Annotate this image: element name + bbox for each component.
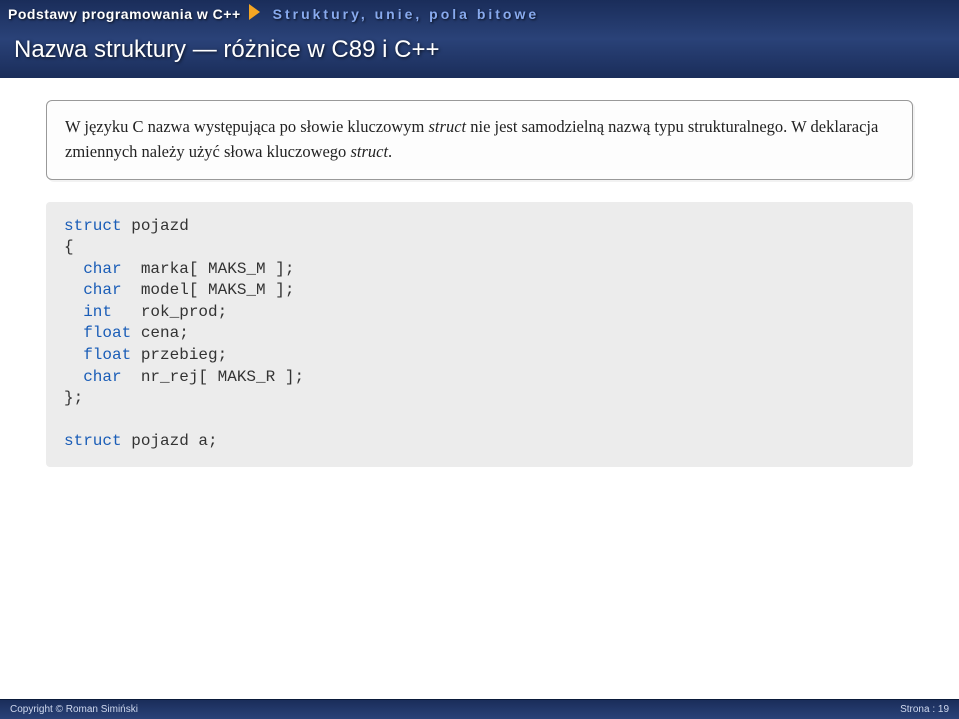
- code-txt: model[ MAKS_M ];: [122, 281, 295, 299]
- slide-footer: Copyright © Roman Simiński Strona : 19: [0, 699, 959, 719]
- info-part1: W języku C nazwa występująca po słowie k…: [65, 117, 429, 136]
- code-kw: char: [83, 281, 121, 299]
- code-line: float cena;: [64, 323, 895, 345]
- slide-title: Nazwa struktury — różnice w C89 i C++: [0, 28, 959, 64]
- info-kw2: struct: [350, 142, 388, 161]
- code-line: char marka[ MAKS_M ];: [64, 259, 895, 281]
- info-text: W języku C nazwa występująca po słowie k…: [65, 115, 894, 165]
- header-subtitle: Struktury, unie, pola bitowe: [273, 6, 540, 22]
- code-txt: cena;: [131, 324, 189, 342]
- code-txt: nr_rej[ MAKS_R ];: [122, 368, 304, 386]
- code-line: int rok_prod;: [64, 302, 895, 324]
- code-line: [64, 410, 895, 432]
- arrow-icon: [249, 4, 263, 25]
- code-line: char nr_rej[ MAKS_R ];: [64, 367, 895, 389]
- code-kw: char: [83, 368, 121, 386]
- footer-copyright: Copyright © Roman Simiński: [10, 704, 138, 715]
- code-kw: float: [83, 324, 131, 342]
- code-kw: struct: [64, 432, 122, 450]
- code-block: struct pojazd { char marka[ MAKS_M ]; ch…: [46, 202, 913, 468]
- code-line: float przebieg;: [64, 345, 895, 367]
- code-line: };: [64, 388, 895, 410]
- code-kw: float: [83, 346, 131, 364]
- code-line: struct pojazd a;: [64, 431, 895, 453]
- info-box: W języku C nazwa występująca po słowie k…: [46, 100, 913, 180]
- code-txt: rok_prod;: [112, 303, 227, 321]
- code-txt: pojazd a;: [122, 432, 218, 450]
- code-txt: pojazd: [122, 217, 189, 235]
- info-kw1: struct: [429, 117, 467, 136]
- code-kw: char: [83, 260, 121, 278]
- code-txt: marka[ MAKS_M ];: [122, 260, 295, 278]
- code-line: char model[ MAKS_M ];: [64, 280, 895, 302]
- code-kw: int: [83, 303, 112, 321]
- code-line: {: [64, 237, 895, 259]
- code-kw: struct: [64, 217, 122, 235]
- code-txt: przebieg;: [131, 346, 227, 364]
- content-area: W języku C nazwa występująca po słowie k…: [0, 78, 959, 467]
- slide-header: Podstawy programowania w C++ Struktury, …: [0, 0, 959, 78]
- info-part3: .: [388, 142, 392, 161]
- code-line: struct pojazd: [64, 216, 895, 238]
- footer-page: Strona : 19: [900, 704, 949, 715]
- header-top-row: Podstawy programowania w C++ Struktury, …: [0, 0, 959, 28]
- course-name: Podstawy programowania w C++: [0, 6, 241, 22]
